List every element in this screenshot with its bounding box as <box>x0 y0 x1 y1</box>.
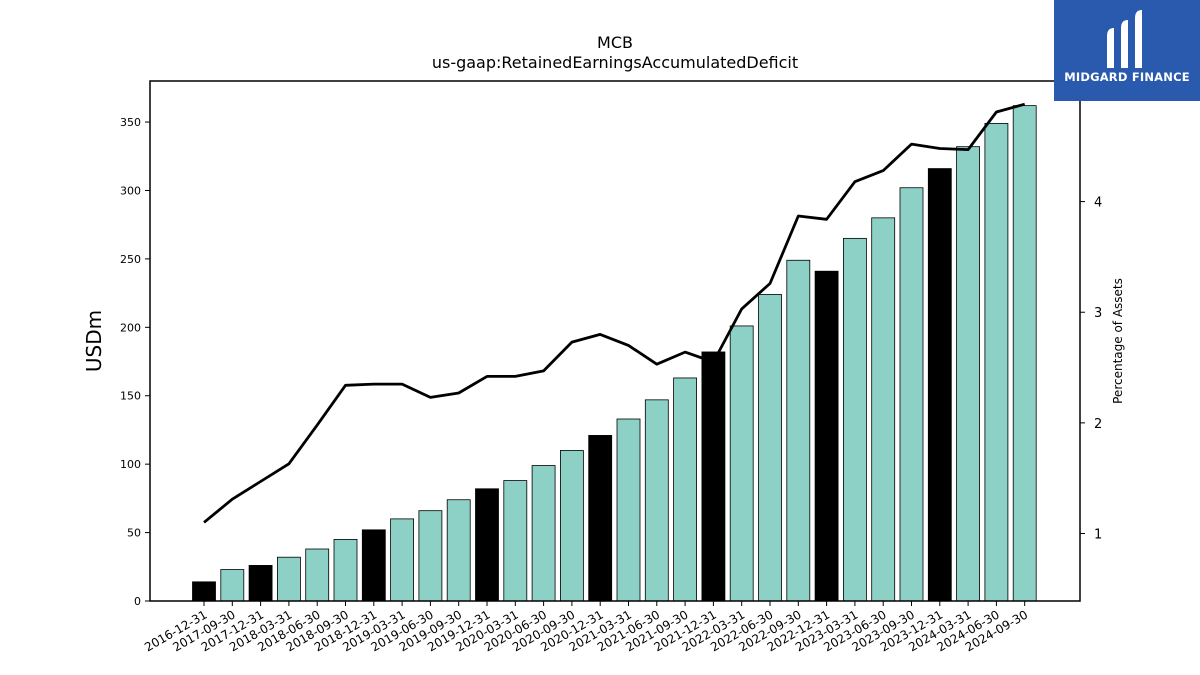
y-axis-left: 0 50 100 150 200 250 300 350 <box>120 116 150 608</box>
y-axis-label: USDm <box>82 310 106 372</box>
bar <box>1012 105 1037 602</box>
plot-frame <box>149 80 1081 602</box>
bar <box>418 510 443 602</box>
bar <box>248 565 273 602</box>
bar <box>588 435 613 602</box>
bar <box>305 548 330 602</box>
y-tick-label-right: 4 <box>1094 196 1102 211</box>
bar <box>786 259 811 602</box>
x-axis: 2016-12-312017-09-302017-12-312018-03-31… <box>142 601 1030 654</box>
bar <box>843 237 867 602</box>
bar-group <box>192 105 1037 602</box>
y-tick-label: 50 <box>127 527 141 540</box>
y-tick-label: 100 <box>120 458 141 471</box>
bar <box>701 351 726 602</box>
y-tick-label-right: 3 <box>1094 306 1102 321</box>
midgard-logo-icon <box>1107 10 1142 68</box>
bar <box>984 123 1009 602</box>
y-tick-label: 300 <box>120 184 141 197</box>
line-layer <box>203 102 1026 524</box>
chart-subtitle: us-gaap:RetainedEarningsAccumulatedDefic… <box>432 53 798 72</box>
bar <box>192 581 216 602</box>
bar <box>361 529 386 602</box>
bar <box>560 450 584 602</box>
y-tick-label: 200 <box>120 321 141 334</box>
bar <box>333 539 358 602</box>
y-tick-label: 350 <box>120 116 141 129</box>
y-axis-label-right: Percentage of Assets <box>1111 278 1125 404</box>
bar <box>220 569 245 602</box>
brand-logo: MIDGARD FINANCE <box>1054 0 1200 101</box>
bar <box>276 556 301 602</box>
series-line <box>203 102 1026 524</box>
y-tick-label-right: 1 <box>1094 528 1102 543</box>
bar <box>927 168 952 602</box>
bar <box>758 294 782 602</box>
brand-name: MIDGARD FINANCE <box>1064 70 1190 84</box>
y-tick-label: 250 <box>120 253 141 266</box>
y-axis-right: 1 2 3 4 <box>1080 196 1102 543</box>
y-tick-label-right: 2 <box>1094 417 1102 432</box>
y-tick-label: 0 <box>134 595 141 608</box>
bar <box>729 325 754 602</box>
bar <box>616 418 641 602</box>
bar <box>871 217 896 602</box>
bar <box>446 499 471 602</box>
chart-title: MCB <box>597 33 633 52</box>
bar <box>673 377 697 602</box>
bar <box>899 187 924 602</box>
y-tick-label: 150 <box>120 390 141 403</box>
bar <box>475 488 499 602</box>
bar <box>956 146 980 602</box>
bar <box>531 465 556 602</box>
bar <box>390 518 415 602</box>
bar <box>503 480 528 602</box>
bar <box>814 270 839 602</box>
bar <box>644 399 669 602</box>
